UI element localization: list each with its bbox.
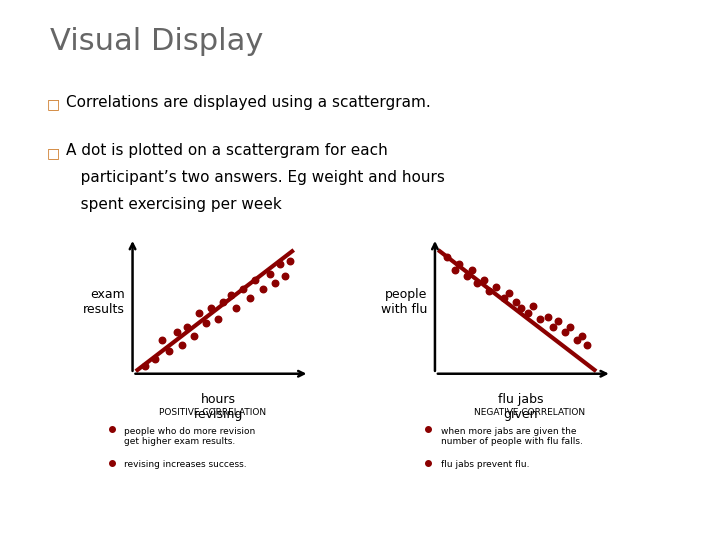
Point xyxy=(523,309,534,318)
Point xyxy=(471,279,482,288)
Text: when more jabs are given the
number of people with flu falls.: when more jabs are given the number of p… xyxy=(441,427,582,446)
Point xyxy=(535,315,546,323)
Point xyxy=(461,272,472,280)
Text: Correlations are displayed using a scattergram.: Correlations are displayed using a scatt… xyxy=(66,94,431,110)
Point xyxy=(515,303,526,312)
Point xyxy=(572,335,583,344)
Point xyxy=(581,341,593,350)
Point xyxy=(559,328,571,336)
Text: NEGATIVE CORRELATION: NEGATIVE CORRELATION xyxy=(474,408,585,417)
Point xyxy=(237,285,248,293)
Text: flu jabs
given: flu jabs given xyxy=(498,393,544,421)
Point xyxy=(217,298,229,307)
Point xyxy=(552,316,564,325)
Text: □: □ xyxy=(47,97,60,111)
Point xyxy=(577,332,588,340)
Point xyxy=(193,309,204,318)
Point xyxy=(503,288,514,297)
Point xyxy=(547,322,559,331)
Point xyxy=(466,266,477,274)
Point xyxy=(564,322,576,331)
Point xyxy=(449,266,460,274)
Text: people who do more revision
get higher exam results.: people who do more revision get higher e… xyxy=(124,427,255,446)
Text: participant’s two answers. Eg weight and hours: participant’s two answers. Eg weight and… xyxy=(66,170,445,185)
Text: □: □ xyxy=(47,146,60,160)
Point xyxy=(542,313,554,321)
Point xyxy=(527,302,539,310)
Point xyxy=(274,260,286,269)
Point xyxy=(269,279,281,288)
Point xyxy=(156,335,168,344)
Point xyxy=(483,287,495,295)
Text: people
with flu: people with flu xyxy=(381,288,428,316)
Point xyxy=(225,291,236,299)
Point xyxy=(181,322,192,331)
Text: revising increases success.: revising increases success. xyxy=(124,460,246,469)
Point xyxy=(510,298,522,307)
Point xyxy=(230,303,241,312)
Point xyxy=(163,347,175,355)
Point xyxy=(171,328,182,336)
Text: hours
revising: hours revising xyxy=(194,393,243,421)
Point xyxy=(149,354,161,363)
Point xyxy=(176,341,187,350)
Point xyxy=(205,303,217,312)
Text: spent exercising per week: spent exercising per week xyxy=(66,197,282,212)
Point xyxy=(284,256,295,265)
Text: flu jabs prevent flu.: flu jabs prevent flu. xyxy=(441,460,529,469)
Point xyxy=(212,315,224,323)
Point xyxy=(441,253,453,261)
Text: A dot is plotted on a scattergram for each: A dot is plotted on a scattergram for ea… xyxy=(66,143,388,158)
Point xyxy=(257,285,269,293)
Point xyxy=(200,319,212,327)
Point xyxy=(139,362,150,370)
Point xyxy=(478,275,490,284)
Text: exam
results: exam results xyxy=(84,288,125,316)
Point xyxy=(498,294,510,303)
Text: Visual Display: Visual Display xyxy=(50,27,264,56)
Point xyxy=(454,260,465,269)
Point xyxy=(250,275,261,284)
Text: POSITIVE CORRELATION: POSITIVE CORRELATION xyxy=(159,408,266,417)
Point xyxy=(188,332,199,340)
Point xyxy=(245,294,256,303)
Point xyxy=(264,269,276,278)
Point xyxy=(279,272,290,280)
Point xyxy=(490,283,502,292)
